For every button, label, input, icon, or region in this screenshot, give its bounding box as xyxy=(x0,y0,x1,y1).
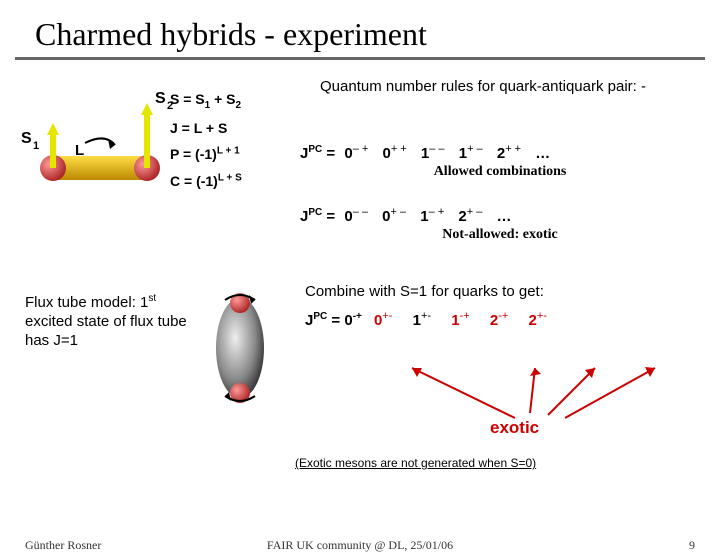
jpc-notallowed-line: JPC = 0– – 0+ – 1– + 2+ – … xyxy=(300,206,700,225)
exotic-note: (Exotic mesons are not generated when S=… xyxy=(295,456,536,470)
page-number: 9 xyxy=(689,538,695,553)
quantum-text: Quantum number rules for quark-antiquark… xyxy=(320,78,690,97)
title-bar: Charmed hybrids - experiment xyxy=(15,8,705,60)
allowed-label: Allowed combinations xyxy=(300,164,700,180)
formula-p: P = (-1)L + 1 xyxy=(170,141,242,168)
svg-text:1: 1 xyxy=(33,140,39,152)
svg-text:S: S xyxy=(155,90,166,107)
svg-text:L: L xyxy=(75,142,84,159)
combine-jpc-line: JPC = 0-+ 0+- 1+- 1-+ 2-+ 2+- xyxy=(305,310,705,329)
combine-text: Combine with S=1 for quarks to get: xyxy=(305,283,705,300)
flux-tube-diagram xyxy=(205,288,275,408)
notallowed-label: Not-allowed: exotic xyxy=(300,227,700,243)
jpc-notallowed-block: JPC = 0– – 0+ – 1– + 2+ – … Not-allowed:… xyxy=(300,196,700,243)
page-title: Charmed hybrids - experiment xyxy=(35,16,427,52)
exotic-label: exotic xyxy=(490,418,539,438)
combine-block: Combine with S=1 for quarks to get: JPC … xyxy=(305,283,705,329)
svg-text:S: S xyxy=(21,130,32,147)
flux-tube-text: Flux tube model: 1st excited state of fl… xyxy=(25,293,195,350)
footer-venue: FAIR UK community @ DL, 25/01/06 xyxy=(0,538,720,553)
jpc-allowed-block: JPC = 0– + 0+ + 1– – 1+ – 2+ + … Allowed… xyxy=(300,133,700,180)
formula-j: J = L + S xyxy=(170,115,242,142)
formula-s: S = S1 + S2 xyxy=(170,86,242,115)
formula-block: S = S1 + S2 J = L + S P = (-1)L + 1 C = … xyxy=(170,86,242,195)
formula-c: C = (-1)L + S xyxy=(170,168,242,195)
jpc-allowed-line: JPC = 0– + 0+ + 1– – 1+ – 2+ + … xyxy=(300,143,700,162)
